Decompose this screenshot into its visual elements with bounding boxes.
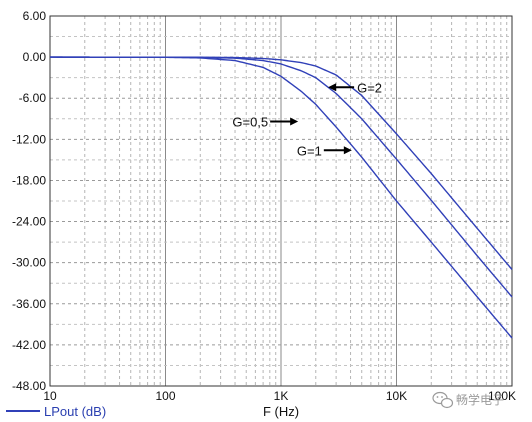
- watermark: 畅学电子: [432, 391, 504, 409]
- y-tick-label: -6.00: [19, 91, 47, 105]
- x-axis-title: F (Hz): [263, 404, 299, 419]
- annotation-arrowhead: [328, 83, 337, 92]
- y-tick-label: 6.00: [23, 9, 47, 23]
- series-layer: [50, 56, 513, 339]
- annotation-arrowhead: [343, 146, 352, 155]
- y-tick-label: 0.00: [23, 50, 47, 64]
- y-tick-label: -36.00: [12, 297, 46, 311]
- grid-layer: [49, 15, 512, 387]
- watermark-text: 畅学电子: [456, 392, 504, 407]
- y-tick-label: -48.00: [12, 379, 46, 393]
- annotation-label: G=0,5: [232, 115, 268, 130]
- y-tick-label: -18.00: [12, 173, 46, 187]
- annotation-arrowhead: [290, 117, 299, 126]
- x-tick-label: 100: [155, 389, 175, 403]
- y-tick-label: -42.00: [12, 338, 46, 352]
- x-tick-label: 10K: [386, 389, 407, 403]
- x-tick-label: 100K: [488, 389, 516, 403]
- y-tick-label: -12.00: [12, 132, 46, 146]
- annotation-label: G=2: [357, 80, 382, 95]
- annotation-layer: G=2 G=0,5 G=1: [232, 80, 382, 158]
- axes-layer: [49, 15, 513, 387]
- legend-label: LPout (dB): [44, 404, 106, 419]
- x-tick-label: 10: [43, 389, 57, 403]
- series-line: [50, 56, 513, 270]
- wechat-icon: [432, 391, 454, 409]
- x-tick-label: 1K: [274, 389, 289, 403]
- y-tick-label: -30.00: [12, 256, 46, 270]
- tick-label-layer: 6.00 0.00 -6.00 -12.00 -18.00 -24.00 -30.00 -36…: [12, 9, 516, 403]
- y-tick-label: -24.00: [12, 215, 46, 229]
- plot-border: [49, 15, 513, 387]
- legend: LPout (dB): [6, 404, 106, 419]
- annotation-label: G=1: [297, 143, 322, 158]
